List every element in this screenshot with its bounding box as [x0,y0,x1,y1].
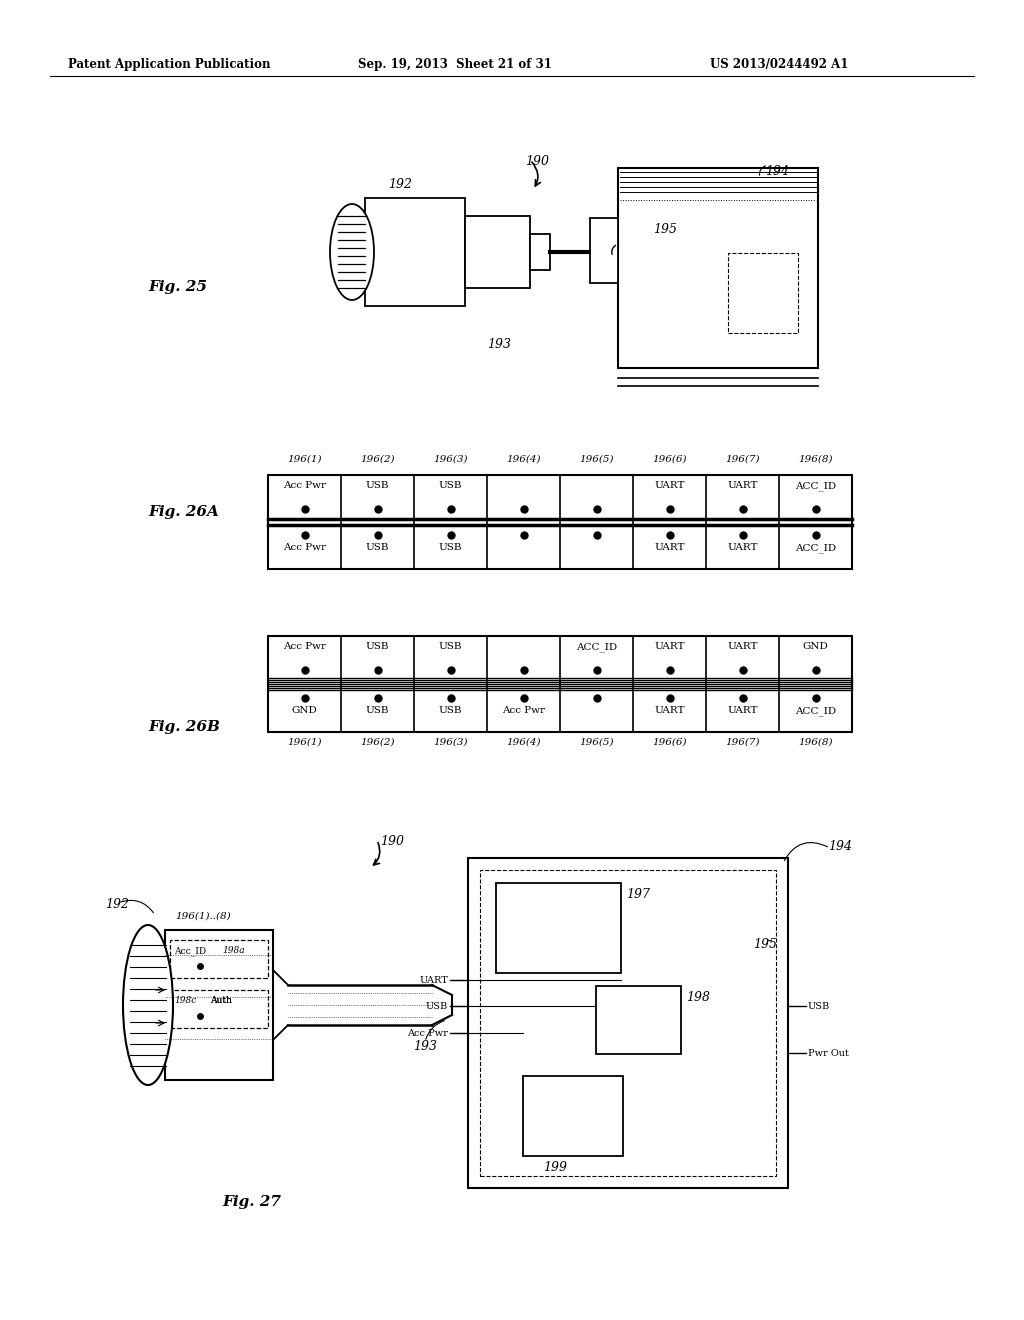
Text: ACC_ID: ACC_ID [575,642,617,652]
Text: USB: USB [438,480,462,490]
Bar [468,858,788,1188]
Text: 193: 193 [487,338,511,351]
Text: UART: UART [727,642,758,651]
Bar [170,990,268,1028]
Text: 196(5): 196(5) [580,455,613,465]
Text: 196(8): 196(8) [799,455,833,465]
Text: 198c: 198c [174,997,197,1005]
Text: UART: UART [727,543,758,552]
Text: 196(7): 196(7) [725,455,760,465]
Text: 195: 195 [653,223,677,236]
Text: GND: GND [292,706,317,715]
Text: 196(6): 196(6) [652,455,687,465]
Ellipse shape [123,925,173,1085]
Text: UART: UART [727,706,758,715]
Text: Fig. 26B: Fig. 26B [148,719,220,734]
Text: UART: UART [654,706,685,715]
Text: 196(1)..(8): 196(1)..(8) [175,912,230,921]
Text: USB: USB [366,642,389,651]
Text: 190: 190 [525,154,549,168]
Text: 192: 192 [388,178,412,191]
Text: Fig. 26A: Fig. 26A [148,506,219,519]
Text: 198: 198 [686,991,710,1005]
Bar [596,986,681,1053]
Text: 196(2): 196(2) [360,455,394,465]
Text: US 2013/0244492 A1: US 2013/0244492 A1 [710,58,848,71]
Bar [523,1076,623,1156]
Text: ACC_ID: ACC_ID [795,706,836,715]
Text: 196(8): 196(8) [799,738,833,747]
Text: ACC_ID: ACC_ID [795,543,836,553]
Text: 194: 194 [828,840,852,853]
Text: Auth: Auth [210,997,232,1005]
Text: 199: 199 [543,1162,567,1173]
Text: USB: USB [438,706,462,715]
Bar [365,198,465,306]
Text: 196(6): 196(6) [652,738,687,747]
Text: USB: USB [438,543,462,552]
Text: Sep. 19, 2013  Sheet 21 of 31: Sep. 19, 2013 Sheet 21 of 31 [358,58,552,71]
Text: Acc_ID: Acc_ID [174,946,206,956]
Bar [480,870,776,1176]
Bar [170,940,268,978]
Text: USB: USB [426,1002,449,1011]
Text: Acc Pwr: Acc Pwr [408,1030,449,1038]
Text: Auth: Auth [210,997,232,1005]
Bar [618,168,818,368]
Text: USB: USB [366,543,389,552]
Text: Acc Pwr: Acc Pwr [502,706,545,715]
Text: GND: GND [803,642,828,651]
Text: 196(3): 196(3) [433,738,468,747]
Text: Fig. 25: Fig. 25 [148,280,207,294]
Text: Pwr Out: Pwr Out [808,1049,849,1059]
Text: 196(1): 196(1) [288,738,322,747]
Text: USB: USB [366,706,389,715]
Text: 192: 192 [105,898,129,911]
Text: UART: UART [419,975,449,985]
Text: Acc Pwr: Acc Pwr [283,642,326,651]
Text: 196(2): 196(2) [360,738,394,747]
Bar [165,931,273,1080]
Text: 196(5): 196(5) [580,738,613,747]
Text: 196(7): 196(7) [725,738,760,747]
Text: UART: UART [727,480,758,490]
Bar [728,253,798,333]
Text: 193: 193 [413,1040,437,1053]
Text: UART: UART [654,543,685,552]
Text: UART: UART [654,642,685,651]
Text: 197: 197 [626,888,650,902]
Text: 196(1): 196(1) [288,455,322,465]
Text: Patent Application Publication: Patent Application Publication [68,58,270,71]
Bar [496,883,621,973]
Text: Acc Pwr: Acc Pwr [283,543,326,552]
Bar [268,475,852,569]
Bar [530,234,550,271]
Ellipse shape [330,205,374,300]
Text: ACC_ID: ACC_ID [795,480,836,491]
Text: 196(4): 196(4) [506,738,541,747]
Text: 194: 194 [765,165,790,178]
Text: USB: USB [808,1002,830,1011]
Text: 196(4): 196(4) [506,455,541,465]
Text: 190: 190 [380,836,404,847]
Text: USB: USB [366,480,389,490]
Text: 195: 195 [753,939,777,950]
Text: 198a: 198a [222,946,245,954]
Bar [465,216,530,288]
Text: UART: UART [654,480,685,490]
Text: 196(3): 196(3) [433,455,468,465]
Text: USB: USB [438,642,462,651]
Bar [590,218,618,282]
Text: Fig. 27: Fig. 27 [222,1195,281,1209]
Bar [268,636,852,733]
Text: Acc Pwr: Acc Pwr [283,480,326,490]
